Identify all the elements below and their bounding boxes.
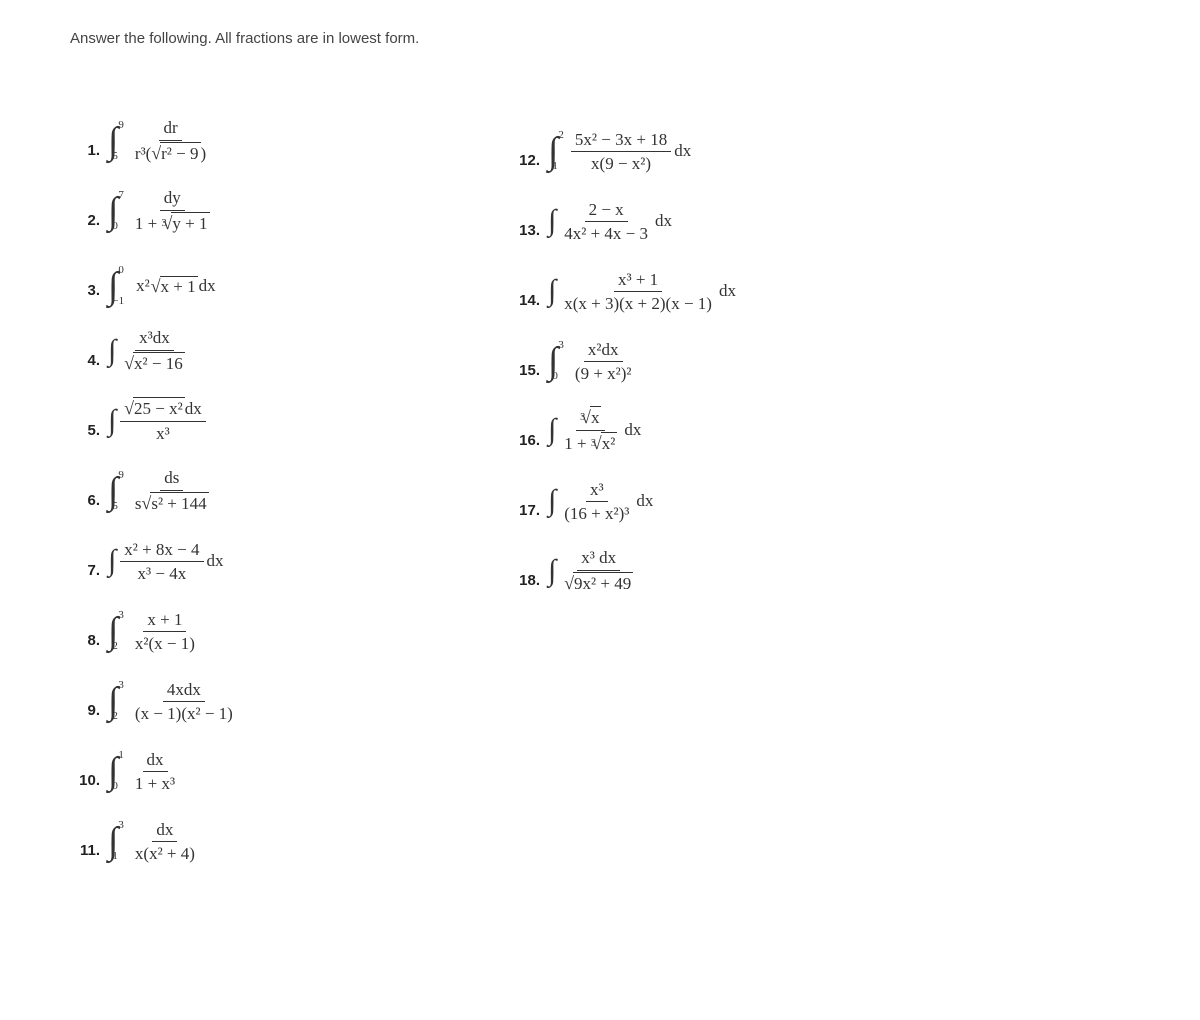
problem-expression: ∫ 21 5x² − 3x + 18 x(9 − x²) dx xyxy=(548,128,692,176)
problem-expression: ∫ x³dx x² − 16 xyxy=(108,326,191,375)
problem-expression: ∫ x² + 8x − 4 x³ − 4x dx xyxy=(108,538,225,586)
problem-expression: ∫ x³ + 1 x(x + 3)(x + 2)(x − 1) dx xyxy=(548,268,737,316)
problem-number: 12. xyxy=(510,152,548,175)
problem-17: 17. ∫ x³ (16 + x²)³ dx xyxy=(510,467,930,525)
problem-expression: ∫ 3x 1 + 3x² dx xyxy=(548,405,642,455)
problem-7: 7. ∫ x² + 8x − 4 x³ − 4x dx xyxy=(70,527,390,585)
integral-icon: ∫ xyxy=(548,415,556,445)
problem-number: 9. xyxy=(70,702,108,725)
problem-9: 9. ∫ 32 4xdx (x − 1)(x² − 1) xyxy=(70,667,390,725)
problem-3: 3. ∫ 0−1 x²x + 1dx xyxy=(70,247,390,305)
problem-expression: ∫ 32 4xdx (x − 1)(x² − 1) xyxy=(108,678,239,726)
integral-icon: ∫ xyxy=(548,556,556,586)
problem-number: 1. xyxy=(70,142,108,165)
integral-icon: ∫ xyxy=(548,276,556,306)
problem-number: 13. xyxy=(510,222,548,245)
problem-number: 4. xyxy=(70,352,108,375)
integral-icon: ∫ xyxy=(108,336,116,366)
problem-number: 6. xyxy=(70,492,108,515)
problem-number: 3. xyxy=(70,282,108,305)
problem-number: 16. xyxy=(510,432,548,455)
problem-expression: ∫ 32 x + 1 x²(x − 1) xyxy=(108,608,201,656)
problem-16: 16. ∫ 3x 1 + 3x² dx xyxy=(510,397,930,455)
problem-number: 15. xyxy=(510,362,548,385)
integral-icon: ∫ xyxy=(108,406,116,436)
integral-icon: ∫ xyxy=(548,486,556,516)
problem-2: 2. ∫ 70 dy 1 + 3y + 1 xyxy=(70,177,390,235)
problem-expression: ∫ 2 − x 4x² + 4x − 3 dx xyxy=(548,198,673,246)
problem-number: 14. xyxy=(510,292,548,315)
problem-1: 1. ∫ 95 dr r³(r² − 9) xyxy=(70,107,390,165)
problem-5: 5. ∫ 25 − x²dx x³ xyxy=(70,387,390,445)
problem-6: 6. ∫ 95 ds ss² + 144 xyxy=(70,457,390,515)
right-column: 12. ∫ 21 5x² − 3x + 18 x(9 − x²) dx 13. … xyxy=(510,117,930,877)
problem-number: 17. xyxy=(510,502,548,525)
problem-expression: ∫ x³ dx 9x² + 49 xyxy=(548,546,639,595)
problem-number: 2. xyxy=(70,212,108,235)
problem-number: 5. xyxy=(70,422,108,445)
left-column: 1. ∫ 95 dr r³(r² − 9) 2. ∫ 70 dy xyxy=(70,107,390,877)
problem-expression: ∫ x³ (16 + x²)³ dx xyxy=(548,478,654,526)
integral-icon: ∫ xyxy=(548,206,556,236)
problem-expression: ∫ 95 ds ss² + 144 xyxy=(108,466,215,515)
problem-expression: ∫ 10 dx 1 + x³ xyxy=(108,748,181,796)
problem-number: 18. xyxy=(510,572,548,595)
problem-expression: ∫ 31 dx x(x² + 4) xyxy=(108,818,201,866)
problem-11: 11. ∫ 31 dx x(x² + 4) xyxy=(70,807,390,865)
integral-icon: ∫ xyxy=(108,546,116,576)
problem-14: 14. ∫ x³ + 1 x(x + 3)(x + 2)(x − 1) dx xyxy=(510,257,930,315)
problem-number: 10. xyxy=(70,772,108,795)
problem-number: 11. xyxy=(70,842,108,865)
problem-expression: ∫ 95 dr r³(r² − 9) xyxy=(108,116,212,165)
problem-4: 4. ∫ x³dx x² − 16 xyxy=(70,317,390,375)
problem-expression: ∫ 30 x²dx (9 + x²)² xyxy=(548,338,638,386)
problem-expression: ∫ 0−1 x²x + 1dx xyxy=(108,267,217,305)
problem-columns: 1. ∫ 95 dr r³(r² − 9) 2. ∫ 70 dy xyxy=(70,107,1130,877)
problem-13: 13. ∫ 2 − x 4x² + 4x − 3 dx xyxy=(510,187,930,245)
problem-18: 18. ∫ x³ dx 9x² + 49 xyxy=(510,537,930,595)
problem-10: 10. ∫ 10 dx 1 + x³ xyxy=(70,737,390,795)
problem-number: 8. xyxy=(70,632,108,655)
problem-8: 8. ∫ 32 x + 1 x²(x − 1) xyxy=(70,597,390,655)
problem-15: 15. ∫ 30 x²dx (9 + x²)² xyxy=(510,327,930,385)
worksheet-page: Answer the following. All fractions are … xyxy=(0,0,1200,907)
problem-12: 12. ∫ 21 5x² − 3x + 18 x(9 − x²) dx xyxy=(510,117,930,175)
problem-expression: ∫ 25 − x²dx x³ xyxy=(108,396,208,445)
instruction-text: Answer the following. All fractions are … xyxy=(70,30,1130,47)
problem-expression: ∫ 70 dy 1 + 3y + 1 xyxy=(108,186,216,235)
problem-number: 7. xyxy=(70,562,108,585)
